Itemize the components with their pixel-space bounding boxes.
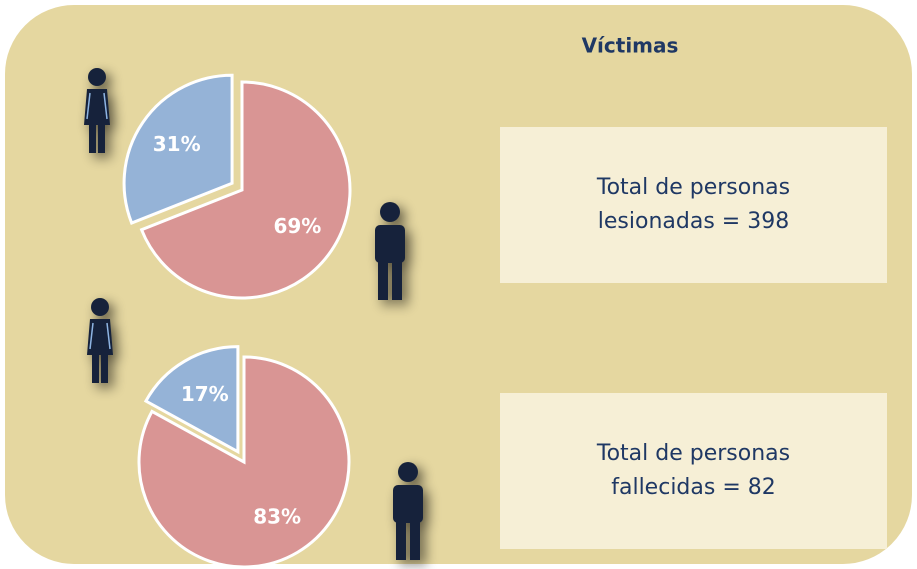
pie-slice — [122, 73, 234, 225]
data-label: 31% — [153, 132, 201, 156]
data-label: 17% — [181, 382, 229, 406]
pie-slice — [139, 80, 352, 300]
pie-slice — [143, 345, 240, 455]
annotation-box: Total de personas lesionadas = 398 — [500, 127, 887, 283]
title: Víctimas — [582, 34, 679, 58]
data-label: 69% — [273, 214, 321, 238]
annotation-box: Total de personas fallecidas = 82 — [500, 393, 887, 549]
annotation: Total de personas fallecidas = 82 — [596, 441, 791, 500]
annotation: Total de personas lesionadas = 398 — [596, 175, 791, 234]
data-label: 83% — [253, 505, 301, 529]
pie-slice — [137, 355, 351, 569]
